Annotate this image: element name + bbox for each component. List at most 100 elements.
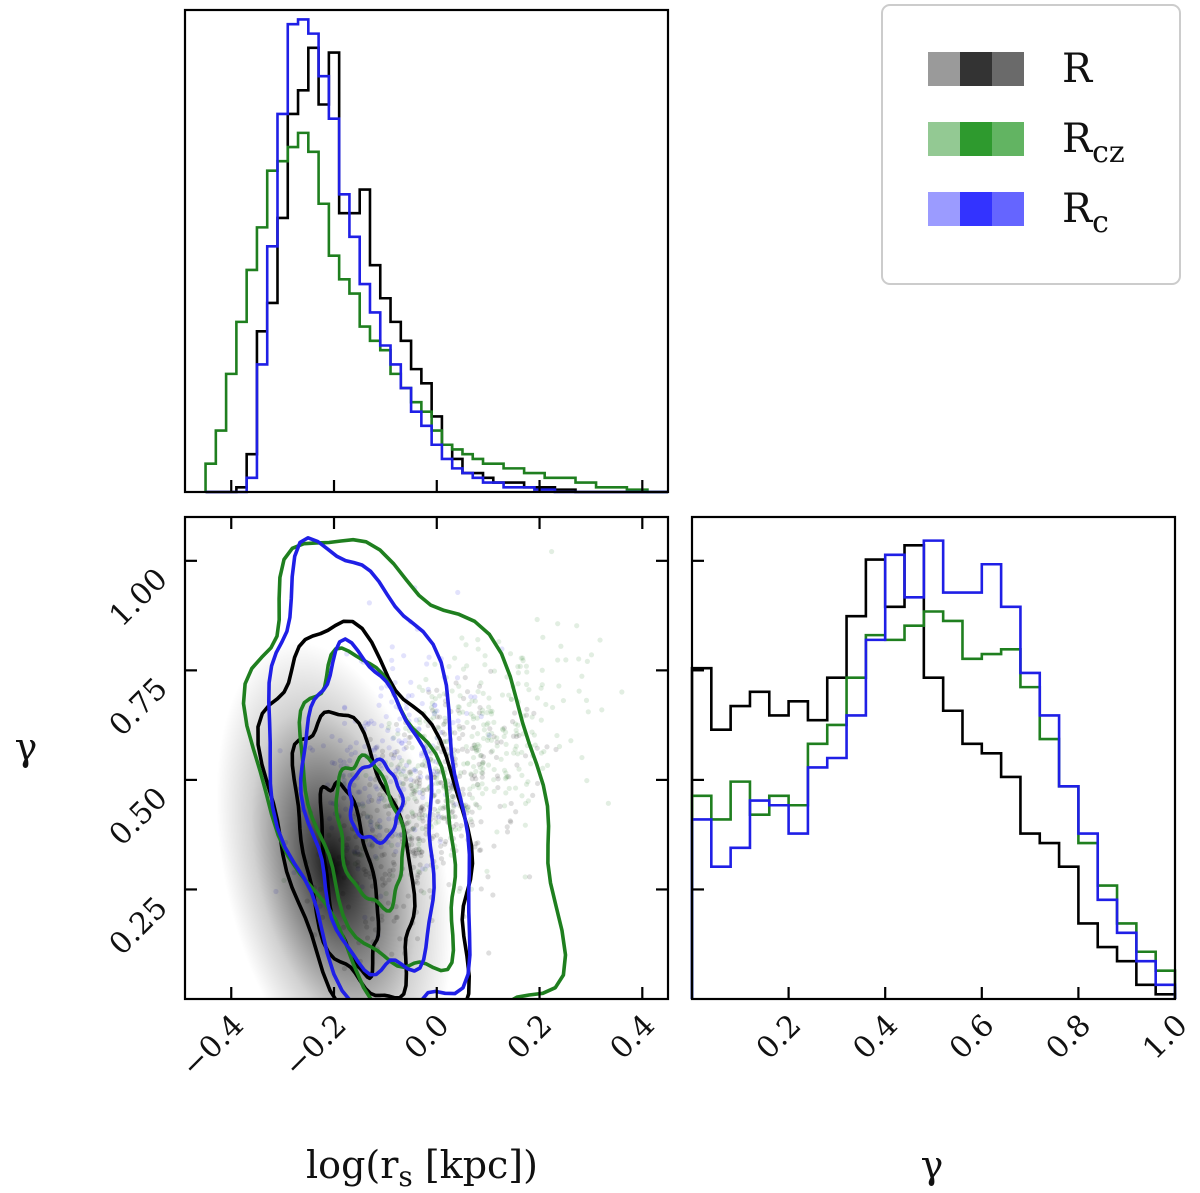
scatter-point xyxy=(516,732,522,739)
scatter-point xyxy=(435,724,441,730)
contour-rc xyxy=(347,757,405,845)
scatter-point xyxy=(435,745,441,752)
scatter-point xyxy=(474,715,480,721)
scatter-point xyxy=(476,743,482,749)
scatter-point xyxy=(508,819,514,825)
scatter-point xyxy=(515,751,521,757)
scatter-point xyxy=(434,772,440,778)
scatter-point xyxy=(502,729,509,735)
scatter-point xyxy=(471,773,478,779)
scatter-point xyxy=(471,745,477,751)
scatter-point xyxy=(477,704,483,711)
scatter-point xyxy=(446,663,452,670)
y-tick-label: 0.25 xyxy=(103,890,175,962)
scatter-point xyxy=(430,707,436,713)
scatter-point xyxy=(513,809,519,815)
scatter-point xyxy=(470,724,477,730)
scatter-point xyxy=(579,673,585,679)
scatter-point xyxy=(485,737,491,743)
scatter-point xyxy=(523,800,529,807)
scatter-point xyxy=(455,748,461,754)
scatter-point xyxy=(493,754,500,761)
scatter-point xyxy=(449,793,456,800)
scatter-point xyxy=(476,805,483,811)
scatter-point xyxy=(507,818,513,824)
legend-label-r: R xyxy=(1062,46,1094,92)
scatter-point xyxy=(517,663,523,669)
scatter-point xyxy=(440,729,446,735)
scatter-point xyxy=(555,621,561,627)
scatter-point xyxy=(432,774,438,781)
scatter-point xyxy=(530,792,536,798)
x-tick-label: 0.4 xyxy=(846,1008,904,1066)
scatter-point xyxy=(453,680,459,686)
scatter-point xyxy=(450,719,456,726)
scatter-point xyxy=(554,732,560,739)
scatter-point xyxy=(488,708,494,715)
scatter-point xyxy=(438,729,444,736)
scatter-point xyxy=(482,653,488,659)
scatter-point xyxy=(443,718,449,724)
scatter-point xyxy=(420,687,426,694)
scatter-point xyxy=(455,707,461,713)
scatter-point xyxy=(526,687,532,693)
scatter-point xyxy=(442,715,448,721)
scatter-point xyxy=(441,803,448,810)
scatter-contour-panel: −0.4 −0.2 0.0 0.2 0.4 0.25 0.50 0.75 1.00 log(r… xyxy=(15,515,670,1193)
scatter-point xyxy=(478,713,484,720)
scatter-point xyxy=(366,600,372,606)
x-tick-label: 0.4 xyxy=(603,1008,661,1066)
scatter-point xyxy=(522,753,529,759)
scatter-point xyxy=(560,697,567,704)
scatter-point xyxy=(460,791,466,797)
scatter-point xyxy=(434,708,440,714)
scatter-point xyxy=(449,809,455,815)
scatter-point xyxy=(455,718,461,724)
gamma-axis-label: γ xyxy=(921,1143,944,1187)
scatter-point xyxy=(518,655,524,661)
scatter-point xyxy=(515,722,521,728)
scatter-point xyxy=(574,623,580,629)
scatter-point xyxy=(494,735,500,741)
scatter-point xyxy=(452,730,458,736)
scatter-point xyxy=(476,683,483,689)
scatter-point xyxy=(431,710,438,716)
legend-swatch-rc xyxy=(960,192,992,226)
scatter-point xyxy=(452,826,458,833)
gamma-histogram-panel: 0.2 0.4 0.6 0.8 1.0 γ xyxy=(690,515,1195,1187)
scatter-point xyxy=(489,748,496,754)
scatter-point xyxy=(541,748,547,755)
scatter-point xyxy=(489,708,495,714)
scatter-point xyxy=(461,769,467,775)
scatter-point xyxy=(515,670,522,676)
scatter-point xyxy=(525,798,531,804)
scatter-point xyxy=(494,773,501,779)
scatter-point xyxy=(485,731,491,737)
scatter-point xyxy=(420,762,426,768)
scatter-point xyxy=(584,658,590,664)
scatter-point xyxy=(465,807,471,813)
scatter-point xyxy=(514,731,520,737)
scatter-point xyxy=(389,699,395,705)
scatter-point xyxy=(538,717,544,723)
scatter-point xyxy=(451,802,457,808)
scatter-point xyxy=(470,716,477,722)
scatter-point xyxy=(430,714,437,720)
scatter-point xyxy=(449,799,456,806)
scatter-point xyxy=(458,770,464,776)
legend: R Rcz Rc xyxy=(881,4,1181,285)
scatter-point xyxy=(491,719,497,725)
scatter-point xyxy=(451,823,457,830)
scatter-point xyxy=(512,710,518,716)
x-tick-label: 0.0 xyxy=(398,1008,456,1066)
scatter-point xyxy=(460,731,466,738)
scatter-point xyxy=(430,758,436,764)
scatter-point xyxy=(484,868,490,874)
scatter-point xyxy=(511,750,517,756)
scatter-point xyxy=(470,754,477,761)
scatter-point xyxy=(472,844,478,850)
scatter-point xyxy=(435,788,442,794)
scatter-point xyxy=(425,775,431,781)
scatter-point xyxy=(549,704,556,711)
scatter-point xyxy=(432,661,438,667)
